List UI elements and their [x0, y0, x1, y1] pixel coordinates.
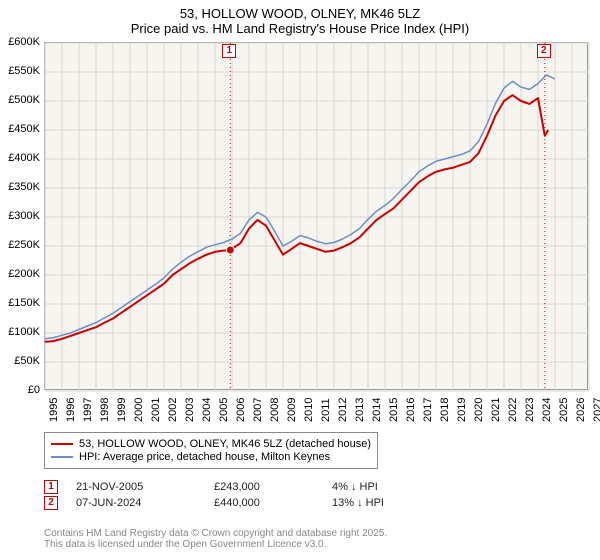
x-tick-label: 2017: [422, 398, 434, 422]
x-tick-label: 2005: [218, 398, 230, 422]
attribution-line2: This data is licensed under the Open Gov…: [44, 539, 588, 550]
x-tick-label: 2026: [575, 398, 587, 422]
x-tick-label: 2004: [201, 398, 213, 422]
y-tick-label: £100K: [0, 326, 40, 338]
x-tick-label: 2008: [269, 398, 281, 422]
x-tick-label: 2022: [507, 398, 519, 422]
x-tick-label: 2014: [371, 398, 383, 422]
legend-item: HPI: Average price, detached house, Milt…: [51, 451, 371, 463]
x-tick-label: 2018: [439, 398, 451, 422]
note-delta: 4% ↓ HPI: [332, 481, 378, 493]
y-tick-label: £450K: [0, 123, 40, 135]
note-marker-box: 1: [44, 480, 58, 494]
x-tick-label: 2024: [541, 398, 553, 422]
note-row-1: 1 21-NOV-2005 £243,000 4% ↓ HPI: [44, 480, 588, 494]
y-tick-label: £350K: [0, 181, 40, 193]
legend-swatch: [51, 443, 73, 445]
y-tick-label: £600K: [0, 36, 40, 48]
y-tick-label: £250K: [0, 239, 40, 251]
x-tick-label: 2003: [184, 398, 196, 422]
y-tick-label: £0: [0, 384, 40, 396]
y-tick-label: £50K: [0, 355, 40, 367]
x-tick-label: 2000: [133, 398, 145, 422]
x-tick-label: 2001: [150, 398, 162, 422]
note-row-2: 2 07-JUN-2024 £440,000 13% ↓ HPI: [44, 496, 588, 510]
y-tick-label: £150K: [0, 297, 40, 309]
x-tick-label: 1995: [48, 398, 60, 422]
legend-swatch: [51, 456, 73, 458]
legend-item: 53, HOLLOW WOOD, OLNEY, MK46 5LZ (detach…: [51, 438, 371, 450]
y-tick-label: £550K: [0, 65, 40, 77]
note-price: £440,000: [214, 497, 314, 509]
y-tick-label: £400K: [0, 152, 40, 164]
chart-marker-1: 1: [222, 44, 236, 58]
x-tick-label: 2021: [490, 398, 502, 422]
note-price: £243,000: [214, 481, 314, 493]
note-date: 07-JUN-2024: [76, 497, 196, 509]
x-tick-label: 2006: [235, 398, 247, 422]
attribution-line1: Contains HM Land Registry data © Crown c…: [44, 528, 588, 539]
legend-label: 53, HOLLOW WOOD, OLNEY, MK46 5LZ (detach…: [79, 438, 371, 450]
x-tick-label: 1996: [65, 398, 77, 422]
x-tick-label: 1998: [99, 398, 111, 422]
x-tick-label: 2025: [558, 398, 570, 422]
chart-title-line2: Price paid vs. HM Land Registry's House …: [0, 21, 600, 36]
x-tick-label: 2010: [303, 398, 315, 422]
legend-label: HPI: Average price, detached house, Milt…: [79, 451, 330, 463]
legend: 53, HOLLOW WOOD, OLNEY, MK46 5LZ (detach…: [44, 432, 378, 469]
figure-container: 53, HOLLOW WOOD, OLNEY, MK46 5LZ Price p…: [0, 0, 600, 560]
chart-svg: [45, 43, 589, 391]
x-tick-label: 2015: [388, 398, 400, 422]
x-tick-label: 2009: [286, 398, 298, 422]
note-marker-box: 2: [44, 496, 58, 510]
note-date: 21-NOV-2005: [76, 481, 196, 493]
marker-notes: 1 21-NOV-2005 £243,000 4% ↓ HPI 2 07-JUN-2024…: [44, 478, 588, 512]
chart-plot-area: [44, 42, 588, 390]
x-tick-label: 1999: [116, 398, 128, 422]
x-tick-label: 2002: [167, 398, 179, 422]
x-tick-label: 1997: [82, 398, 94, 422]
x-tick-label: 2012: [337, 398, 349, 422]
y-tick-label: £200K: [0, 268, 40, 280]
x-tick-label: 2016: [405, 398, 417, 422]
chart-title-line1: 53, HOLLOW WOOD, OLNEY, MK46 5LZ: [0, 0, 600, 21]
y-tick-label: £300K: [0, 210, 40, 222]
note-delta: 13% ↓ HPI: [332, 497, 384, 509]
x-tick-label: 2011: [320, 398, 332, 422]
x-tick-label: 2027: [592, 398, 600, 422]
x-tick-label: 2007: [252, 398, 264, 422]
x-tick-label: 2020: [473, 398, 485, 422]
chart-marker-2: 2: [537, 44, 551, 58]
attribution: Contains HM Land Registry data © Crown c…: [44, 528, 588, 550]
x-tick-label: 2013: [354, 398, 366, 422]
x-tick-label: 2019: [456, 398, 468, 422]
y-tick-label: £500K: [0, 94, 40, 106]
x-tick-label: 2023: [524, 398, 536, 422]
